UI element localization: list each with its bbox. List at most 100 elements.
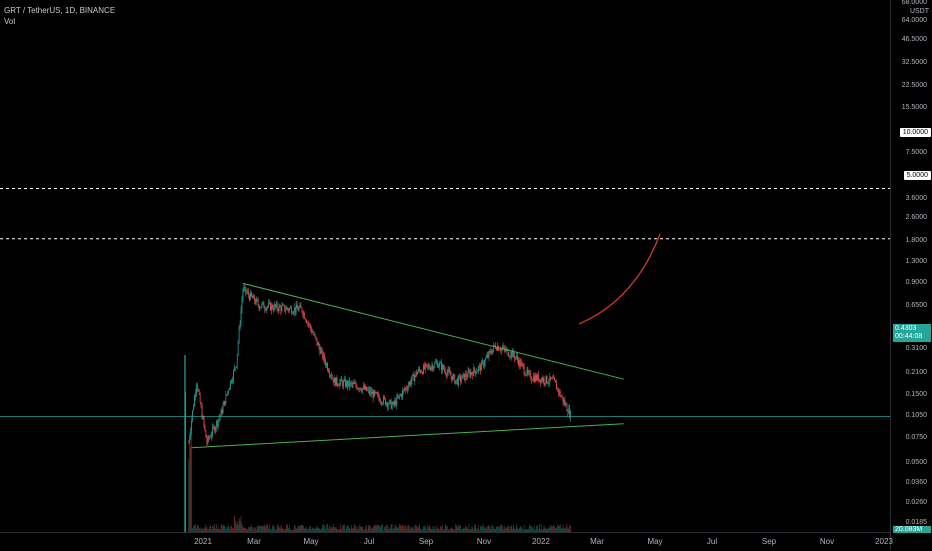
candle-body: [299, 305, 301, 308]
volume-bar: [395, 525, 397, 532]
volume-bar: [257, 525, 259, 532]
volume-bar: [440, 525, 441, 532]
price-chart[interactable]: [0, 0, 890, 532]
candle-body: [517, 356, 518, 360]
volume-bar: [338, 529, 340, 532]
candle-body: [424, 365, 425, 369]
volume-bar: [207, 529, 209, 532]
candle-body: [335, 377, 337, 386]
volume-bar: [416, 525, 418, 532]
volume-bar: [540, 524, 542, 532]
volume-bar: [268, 528, 269, 532]
volume-bar: [354, 524, 356, 532]
volume-bar: [235, 524, 237, 532]
volume-bar: [397, 527, 399, 532]
candle-body: [486, 355, 488, 358]
volume-bar: [316, 525, 318, 532]
alert-level-label[interactable]: 5.0000: [903, 171, 931, 180]
candle-body: [389, 400, 391, 401]
candle-body: [533, 376, 534, 381]
candle-body: [271, 304, 272, 311]
volume-bar: [400, 524, 401, 532]
volume-bar: [195, 524, 196, 532]
volume-bar: [447, 530, 449, 532]
candle-body: [550, 376, 552, 379]
volume-bar: [483, 527, 485, 532]
time-tick: Jul: [363, 537, 375, 546]
candle-body: [221, 409, 223, 414]
candle-body: [445, 373, 447, 376]
candle-body: [235, 367, 236, 368]
volume-bar: [249, 527, 250, 532]
volume-legend[interactable]: Vol: [4, 17, 16, 26]
candle-body: [247, 291, 248, 293]
candle-body: [519, 360, 520, 366]
volume-bar: [297, 525, 299, 532]
volume-bar: [306, 527, 307, 532]
candle-body: [195, 392, 196, 396]
candle-body: [358, 388, 360, 390]
volume-bar: [524, 529, 526, 532]
candle-body: [273, 304, 275, 310]
volume-bar: [339, 529, 341, 532]
volume-bar: [349, 529, 351, 532]
volume-bar: [288, 528, 289, 532]
candle-body: [411, 375, 413, 381]
time-tick: Nov: [476, 537, 492, 546]
candle-body: [460, 376, 461, 382]
candle-body: [283, 305, 285, 306]
price-tick: 64.0000: [901, 17, 927, 24]
volume-bar: [547, 528, 549, 532]
candle-body: [547, 382, 549, 384]
volume-bar: [218, 528, 220, 532]
symbol-title[interactable]: GRT / TetherUS, 1D, BINANCE: [4, 6, 116, 15]
volume-bar: [421, 529, 422, 532]
candle-body: [447, 369, 449, 373]
candle-body: [435, 362, 437, 364]
candle-body: [345, 379, 346, 387]
volume-bar: [294, 524, 296, 532]
volume-bar: [453, 529, 455, 532]
time-scale[interactable]: 2021 Mar May Jul Sep Nov 2022 Mar May Jul Sep Nov 20…: [0, 532, 893, 551]
candle-body: [394, 400, 396, 405]
candle-body: [209, 437, 210, 439]
volume-bar: [463, 528, 465, 532]
volume-bar: [442, 525, 443, 532]
candle-body: [378, 394, 380, 398]
volume-bar: [444, 529, 445, 532]
volume-bar: [289, 525, 290, 532]
volume-bar: [466, 527, 468, 532]
volume-bar: [473, 529, 475, 532]
alert-level-label[interactable]: 10.0000: [899, 128, 931, 137]
candle-body: [442, 364, 443, 371]
volume-bar: [494, 529, 495, 532]
time-tick: Sep: [418, 537, 434, 546]
volume-bar: [554, 526, 555, 532]
volume-bar: [420, 528, 421, 532]
volume-bar: [457, 527, 458, 532]
volume-bar: [256, 526, 258, 532]
candle-body: [448, 369, 450, 372]
candle-body: [203, 417, 205, 426]
price-scale[interactable]: USDT 68.0000 64.0000 46.5000 32.5000 22.5000…: [890, 0, 932, 550]
volume-bar: [553, 524, 554, 532]
candle-body: [374, 390, 376, 393]
projection-curve: [578, 233, 661, 325]
time-tick: Sep: [761, 537, 777, 546]
volume-bar: [550, 524, 552, 532]
candle-body: [451, 376, 453, 381]
volume-bar: [559, 524, 561, 532]
candle-body: [521, 363, 523, 365]
candle-body: [449, 371, 451, 375]
volume-bar: [224, 526, 226, 532]
volume-bar: [211, 529, 212, 532]
volume-bar: [252, 527, 253, 532]
volume-bar: [456, 525, 457, 532]
volume-bar: [455, 524, 457, 532]
candle-body: [509, 356, 511, 357]
candle-body: [327, 363, 328, 371]
volume-bar: [359, 524, 361, 532]
volume-bar: [277, 524, 279, 532]
volume-bar: [381, 524, 382, 532]
volume-bar: [423, 526, 424, 532]
